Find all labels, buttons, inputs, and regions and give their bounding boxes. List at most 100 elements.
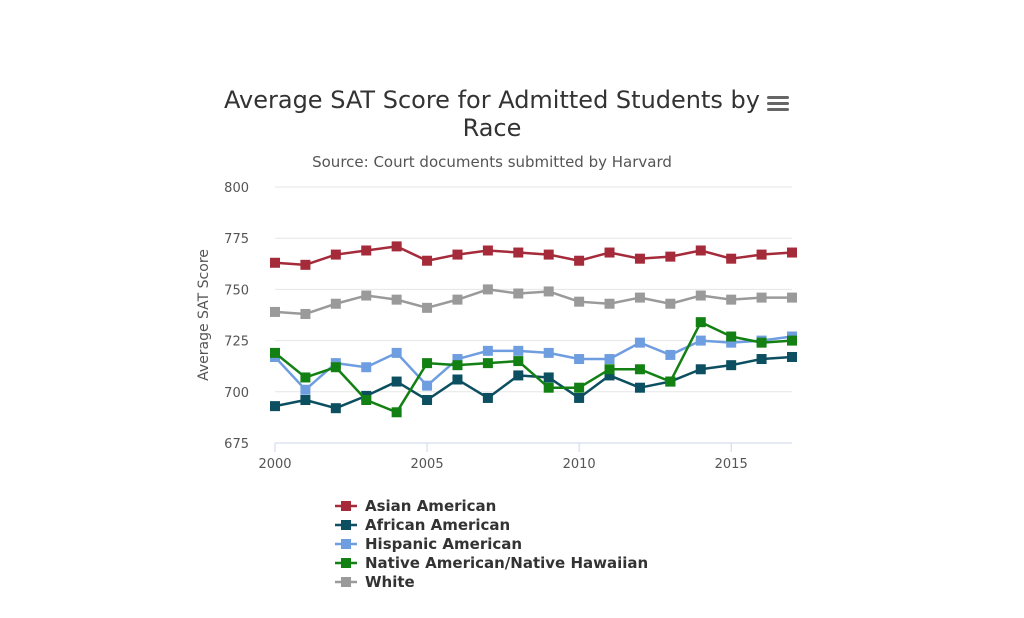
data-point[interactable] — [300, 372, 311, 383]
data-point[interactable] — [574, 392, 585, 403]
series-line — [274, 245, 793, 267]
data-point[interactable] — [695, 364, 706, 375]
legend-item[interactable]: African American — [335, 516, 510, 534]
data-point[interactable] — [422, 358, 433, 369]
data-point[interactable] — [361, 362, 372, 373]
legend-marker — [341, 501, 351, 511]
hamburger-menu-icon[interactable] — [764, 89, 792, 117]
data-point[interactable] — [604, 370, 615, 381]
data-point[interactable] — [756, 249, 767, 260]
data-point[interactable] — [513, 247, 524, 258]
data-point[interactable] — [482, 245, 493, 256]
data-point[interactable] — [452, 360, 463, 371]
data-point[interactable] — [604, 247, 615, 258]
x-tick-label: 2000 — [258, 457, 291, 472]
data-point[interactable] — [695, 245, 706, 256]
data-point[interactable] — [513, 370, 524, 381]
data-point[interactable] — [543, 382, 554, 393]
data-point[interactable] — [422, 302, 433, 313]
data-point[interactable] — [300, 259, 311, 270]
data-point[interactable] — [482, 392, 493, 403]
data-point[interactable] — [391, 294, 402, 305]
data-point[interactable] — [756, 354, 767, 365]
data-point[interactable] — [270, 306, 280, 317]
data-point[interactable] — [726, 253, 737, 264]
data-point[interactable] — [330, 403, 341, 414]
y-tick-label: 750 — [224, 283, 249, 298]
legend-item[interactable]: Asian American — [335, 497, 496, 515]
data-point[interactable] — [543, 347, 554, 358]
data-point[interactable] — [452, 249, 463, 260]
legend-marker — [341, 520, 351, 530]
data-point[interactable] — [330, 249, 341, 260]
data-point[interactable] — [482, 284, 493, 295]
data-point[interactable] — [604, 354, 615, 365]
axes: 675 700 725 750 775 800 2000 2005 2010 2015 — [224, 181, 792, 472]
data-point[interactable] — [665, 376, 676, 387]
data-point[interactable] — [513, 356, 524, 367]
legend-item[interactable]: Hispanic American — [335, 535, 522, 553]
data-point[interactable] — [543, 286, 554, 297]
data-point[interactable] — [482, 358, 493, 369]
data-point[interactable] — [756, 337, 767, 348]
data-point[interactable] — [787, 247, 797, 258]
data-point[interactable] — [787, 335, 797, 346]
data-point[interactable] — [574, 354, 585, 365]
data-point[interactable] — [270, 257, 280, 268]
data-point[interactable] — [574, 382, 585, 393]
data-point[interactable] — [422, 380, 433, 391]
data-point[interactable] — [665, 298, 676, 309]
data-point[interactable] — [391, 407, 402, 418]
data-point[interactable] — [665, 251, 676, 262]
data-point[interactable] — [330, 298, 341, 309]
data-point[interactable] — [422, 255, 433, 266]
data-point[interactable] — [604, 298, 615, 309]
data-point[interactable] — [391, 241, 402, 252]
data-point[interactable] — [361, 245, 372, 256]
data-point[interactable] — [634, 253, 645, 264]
data-point[interactable] — [634, 382, 645, 393]
data-point[interactable] — [361, 290, 372, 301]
data-point[interactable] — [543, 249, 554, 260]
data-point[interactable] — [482, 345, 493, 356]
data-point[interactable] — [665, 349, 676, 360]
data-point[interactable] — [270, 347, 280, 358]
data-point[interactable] — [634, 292, 645, 303]
data-point[interactable] — [422, 394, 433, 405]
data-point[interactable] — [300, 308, 311, 319]
data-point[interactable] — [330, 362, 341, 373]
data-point[interactable] — [574, 296, 585, 307]
data-point[interactable] — [513, 345, 524, 356]
data-point[interactable] — [452, 374, 463, 385]
legend-item[interactable]: White — [335, 573, 415, 591]
data-point[interactable] — [634, 337, 645, 348]
legend-item[interactable]: Native American/Native Hawaiian — [335, 554, 648, 572]
y-tick-label: 675 — [224, 437, 249, 452]
chart-title-line-2: Race — [463, 114, 522, 142]
data-point[interactable] — [513, 288, 524, 299]
data-point[interactable] — [726, 294, 737, 305]
data-point[interactable] — [361, 394, 372, 405]
data-point[interactable] — [756, 292, 767, 303]
data-point[interactable] — [270, 401, 280, 412]
data-point[interactable] — [726, 337, 737, 348]
data-point[interactable] — [574, 255, 585, 266]
data-point[interactable] — [695, 335, 706, 346]
data-point[interactable] — [634, 364, 645, 375]
data-point[interactable] — [391, 347, 402, 358]
data-point[interactable] — [452, 294, 463, 305]
legend-label: Native American/Native Hawaiian — [365, 554, 648, 572]
data-point[interactable] — [726, 331, 737, 342]
data-point[interactable] — [543, 372, 554, 383]
data-point[interactable] — [604, 364, 615, 375]
data-point[interactable] — [452, 354, 463, 365]
data-point[interactable] — [695, 317, 706, 328]
data-point[interactable] — [300, 384, 311, 395]
legend-marker — [341, 539, 351, 549]
data-point[interactable] — [726, 360, 737, 371]
data-point[interactable] — [787, 351, 797, 362]
data-point[interactable] — [695, 290, 706, 301]
data-point[interactable] — [391, 376, 402, 387]
data-point[interactable] — [300, 394, 311, 405]
data-point[interactable] — [787, 292, 797, 303]
